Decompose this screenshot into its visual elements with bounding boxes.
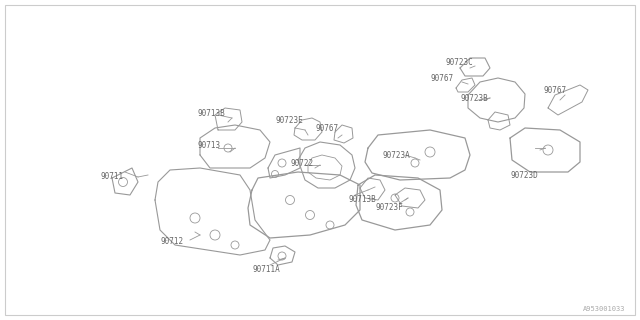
Text: 90713B: 90713B	[197, 108, 225, 117]
Text: 90711A: 90711A	[252, 266, 280, 275]
Text: 90767: 90767	[315, 124, 338, 132]
Text: 90712: 90712	[160, 237, 183, 246]
Text: A953001033: A953001033	[582, 306, 625, 312]
Text: 90723B: 90723B	[460, 93, 488, 102]
Text: 90713B: 90713B	[348, 196, 376, 204]
Text: 90723C: 90723C	[445, 58, 473, 67]
Text: 90723A: 90723A	[382, 150, 410, 159]
Text: 90713: 90713	[197, 140, 220, 149]
Text: 90723F: 90723F	[375, 204, 403, 212]
Text: 90767: 90767	[543, 85, 566, 94]
Text: 90767: 90767	[430, 74, 453, 83]
Text: 90723D: 90723D	[510, 171, 538, 180]
Text: 90722: 90722	[290, 158, 313, 167]
Text: 90711: 90711	[100, 172, 123, 180]
Text: 90723E: 90723E	[275, 116, 303, 124]
